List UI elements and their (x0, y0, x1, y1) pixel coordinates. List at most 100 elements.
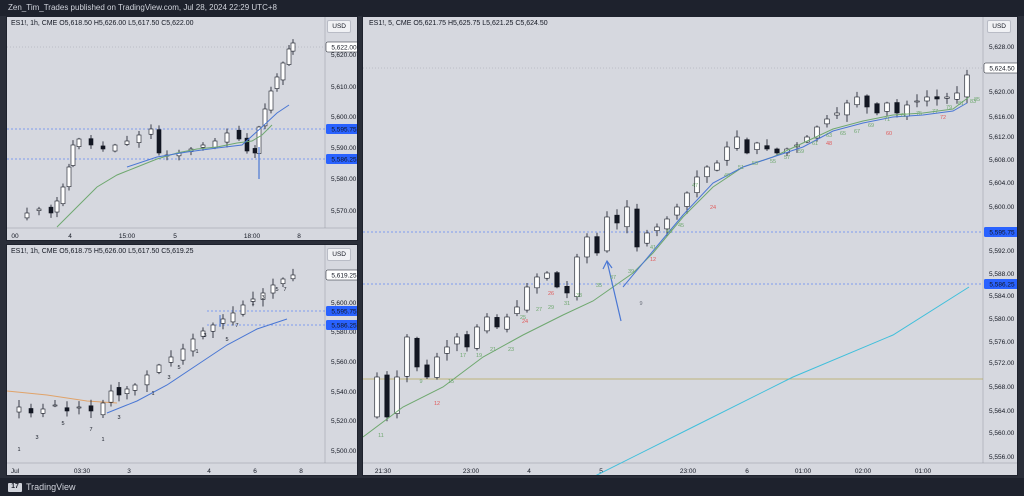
candle-body (40, 408, 46, 414)
count-label-green: 37 (610, 275, 616, 281)
count-label-red: 48 (826, 141, 832, 147)
candle-body (964, 74, 970, 98)
chart-panel-bottom-left[interactable]: ES1!, 1h, CME O5,618.75 H5,626.00 L5,617… (6, 244, 358, 476)
count-label-red: 72 (940, 115, 946, 121)
candle-body (250, 298, 256, 302)
candle-body (644, 232, 650, 244)
price-tick-label: 5,608.00 (989, 157, 1015, 164)
candle-body (180, 348, 186, 361)
currency-button[interactable]: USD (987, 20, 1011, 33)
price-tick-label: 5,620.00 (331, 52, 357, 59)
count-label-green: 33 (576, 293, 582, 299)
symbol-legend: ES1!, 1h, CME O5,618.75 H5,626.00 L5,617… (11, 248, 194, 255)
symbol-legend: ES1!, 1h, CME O5,618.50 H5,626.00 L5,617… (11, 20, 194, 27)
count-label-green: 53 (752, 161, 758, 167)
price-badge-last (325, 41, 357, 53)
candle-body (874, 103, 880, 114)
candle-body (280, 278, 286, 284)
price-badge-last-text: 5,622.00 (331, 44, 357, 51)
candle-body (224, 132, 230, 143)
time-tick-label: 4 (68, 233, 72, 240)
candle-body (66, 166, 72, 188)
candle-body (384, 374, 390, 418)
count-label-green: 47 (692, 183, 698, 189)
chart-panel-top-left[interactable]: ES1!, 1h, CME O5,618.50 H5,626.00 L5,617… (6, 16, 358, 241)
candle-body (210, 324, 216, 332)
time-tick-label: 01:00 (795, 468, 812, 475)
time-tick-label: 4 (207, 468, 211, 475)
candle-body (144, 374, 150, 386)
price-tick-label: 5,560.00 (989, 430, 1015, 437)
ma-orange-line (7, 390, 118, 404)
chart-panel-main[interactable]: ES1!, 5, CME O5,621.75 H5,625.75 L5,621.… (362, 16, 1018, 476)
count-label: 1 (195, 349, 198, 355)
count-label-gray: 9 (639, 301, 642, 307)
currency-button[interactable]: USD (327, 20, 351, 33)
price-tick-label: 5,580.00 (331, 329, 357, 336)
time-tick-label: Jul (11, 468, 20, 475)
count-label: 3 (167, 375, 170, 381)
candle-body (280, 62, 286, 81)
candle-body (16, 406, 22, 413)
candle-body (684, 192, 690, 207)
price-tick-label: 5,556.00 (989, 454, 1015, 461)
price-badge-level-lower-text: 5,586.25 (989, 281, 1015, 288)
price-tick-label: 5,600.00 (331, 300, 357, 307)
candle-body (64, 407, 70, 412)
price-badge-level-upper (984, 227, 1017, 237)
price-tick-label: 5,612.00 (989, 134, 1015, 141)
tradingview-logo-icon: 17 (8, 482, 22, 492)
price-tick-label: 5,500.00 (331, 448, 357, 455)
annotation-arrow (606, 260, 622, 322)
candle-body (100, 402, 106, 416)
candle-body (924, 96, 930, 102)
count-label-red: 26 (548, 291, 554, 297)
candle-body (190, 338, 196, 352)
candle-body (634, 208, 640, 248)
candle-body (854, 96, 860, 106)
candle-body (574, 256, 580, 297)
price-tick-label: 5,604.00 (989, 180, 1015, 187)
count-label-green: 23 (508, 347, 514, 353)
candle-body (484, 316, 490, 332)
candle-body (374, 376, 380, 418)
candle-body (54, 200, 60, 213)
currency-button[interactable]: USD (327, 248, 351, 261)
count-label-red: 24 (710, 205, 716, 211)
price-tick-label: 5,576.00 (989, 339, 1015, 346)
price-tick-label: 5,610.00 (331, 84, 357, 91)
candle-body (48, 206, 54, 214)
price-badge-level-lower (984, 279, 1017, 289)
count-label: 3 (35, 435, 38, 441)
time-tick-label: 23:00 (680, 468, 697, 475)
ema-green-line (56, 124, 273, 228)
count-label-red: 12 (650, 257, 656, 263)
count-label-red: 24 (522, 319, 528, 325)
candle-body (36, 208, 42, 211)
price-chart[interactable]: 5,600.00 5,580.00 5,560.00 5,540.00 5,520.00… (7, 245, 358, 476)
price-tick-label: 5,580.00 (331, 176, 357, 183)
time-tick-label: 03:30 (74, 468, 91, 475)
price-tick-label: 5,564.00 (989, 408, 1015, 415)
price-chart[interactable]: 5,628.00 5,620.00 5,616.00 5,612.00 5,608.00… (363, 17, 1018, 476)
price-chart[interactable]: 5,620.00 5,610.00 5,600.00 5,590.00 5,580.00… (7, 17, 358, 241)
candle-body (286, 48, 292, 65)
candle-body (834, 112, 840, 116)
price-tick-label: 5,616.00 (989, 114, 1015, 121)
price-tick-label: 5,568.00 (989, 384, 1015, 391)
time-tick-label: 6 (253, 468, 257, 475)
candle-body (954, 92, 960, 100)
price-tick-label: 5,600.00 (331, 114, 357, 121)
count-label-green: 65 (840, 131, 846, 137)
time-tick-label: 15:00 (119, 233, 136, 240)
count-label-green: 67 (854, 129, 860, 135)
count-label-green: 49 (724, 173, 730, 179)
candle-body (524, 286, 530, 311)
annotation-arrow-head (602, 259, 613, 270)
count-label: 5 (177, 365, 180, 371)
candle-body (220, 318, 226, 324)
footer-brand: TradingView (26, 482, 76, 492)
price-badge-last (325, 269, 357, 281)
candle-body (944, 96, 950, 99)
count-label-green: 25 (520, 315, 526, 321)
